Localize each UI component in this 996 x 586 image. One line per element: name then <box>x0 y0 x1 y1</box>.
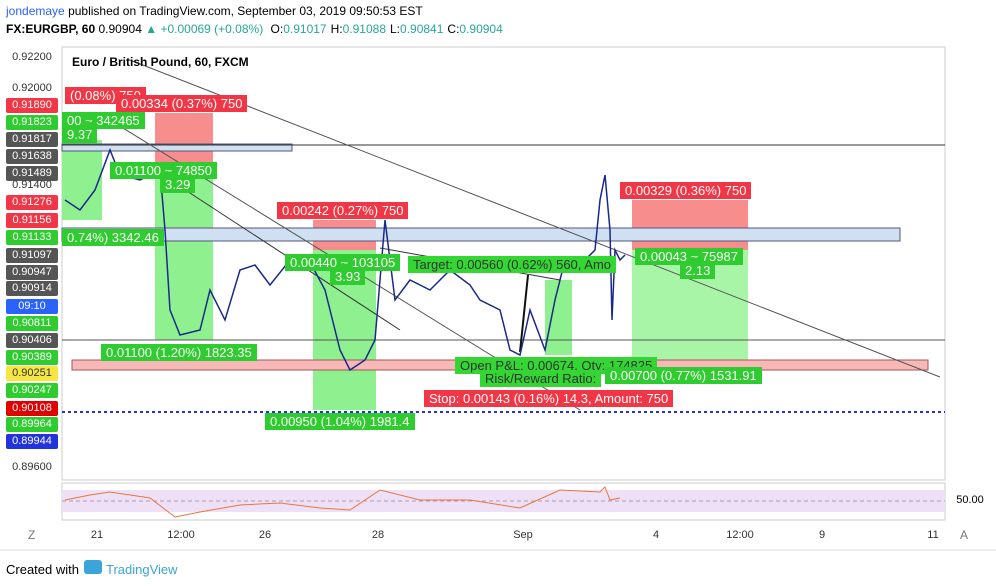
price-label: 0.91276 <box>6 195 58 210</box>
brand-logo <box>84 560 102 574</box>
annotation: 0.00043 ~ 75987 <box>635 248 743 265</box>
rsi-label: 50.00 <box>956 494 984 506</box>
author[interactable]: jondemaye <box>6 4 65 18</box>
price: 0.90904 <box>98 22 142 36</box>
price-label: 0.91823 <box>6 115 58 130</box>
published: published on TradingView.com, September … <box>68 4 423 18</box>
price-label: 0.90914 <box>6 281 58 296</box>
annotation: 9.37 <box>62 126 98 143</box>
ohlc: O:0.91017 H:0.91088 L:0.90841 C:0.90904 <box>267 22 503 36</box>
annotation: 3.93 <box>330 268 366 285</box>
price-label: 0.89944 <box>6 434 58 449</box>
time-label: Sep <box>513 529 533 541</box>
annotation: Risk/Reward Ratio: <box>480 370 602 387</box>
auto-button[interactable]: A <box>960 528 969 542</box>
footer-created: Created with <box>6 562 79 577</box>
price-label: 0.90251 <box>6 366 58 381</box>
risk-zone <box>155 113 213 170</box>
ohlc-label: H: <box>330 22 343 36</box>
price-label: 0.91817 <box>6 132 58 147</box>
risk-zone <box>632 200 748 250</box>
price-label: 0.91156 <box>6 213 58 228</box>
zone-box <box>61 143 293 152</box>
time-label: 12:00 <box>726 529 754 541</box>
time-label: 21 <box>90 529 104 541</box>
annotation: 3.29 <box>160 176 196 193</box>
annotation: 0.00242 (0.27%) 750 <box>277 202 409 219</box>
time-label: 28 <box>371 529 385 541</box>
price-label: 0.90108 <box>6 401 58 416</box>
price-label: 0.91097 <box>6 248 58 263</box>
symbol: FX:EURGBP, 60 <box>6 22 96 36</box>
price-label: 0.90247 <box>6 383 58 398</box>
annotation: 0.00950 (1.04%) 1981.4 <box>265 413 415 430</box>
reward-zone <box>545 280 572 355</box>
symbol-line: FX:EURGBP, 60 0.90904 ▲ +0.00069 (+0.08%… <box>6 22 503 36</box>
price-label: 0.91133 <box>6 230 58 245</box>
annotation: Target: 0.00560 (0.62%) 560, Amo <box>408 256 617 273</box>
annotation: 0.00440 ~ 103105 <box>285 254 401 271</box>
time-label: 11 <box>927 529 939 541</box>
annotation: 2.13 <box>680 262 716 279</box>
price-label: 0.92000 <box>12 82 52 94</box>
price-label: 0.91489 <box>6 166 58 181</box>
header-line: jondemaye published on TradingView.com, … <box>6 4 423 18</box>
time-label: 12:00 <box>167 529 195 541</box>
arrow <box>519 274 529 353</box>
price-label: 0.90811 <box>6 316 58 331</box>
price-label: 0.90406 <box>6 333 58 348</box>
ohlc-label: C: <box>447 22 460 36</box>
ohlc-value: 0.90904 <box>459 22 503 36</box>
price-label: 0.91400 <box>12 179 52 191</box>
ohlc-value: 0.91088 <box>342 22 386 36</box>
annotation: Stop: 0.00143 (0.16%) 14.3, Amount: 750 <box>424 390 674 407</box>
change: +0.00069 (+0.08%) <box>160 22 264 36</box>
ohlc-value: 0.90841 <box>400 22 444 36</box>
trend-line <box>129 59 941 378</box>
price-label: 0.90389 <box>6 350 58 365</box>
change-arrow: ▲ <box>145 22 158 36</box>
price-label: 0.89964 <box>6 417 58 432</box>
zone-box <box>61 227 901 242</box>
price-label: 09:10 <box>6 299 58 314</box>
price-label: 0.91638 <box>6 149 58 164</box>
time-label: 9 <box>818 529 826 541</box>
annotation: 0.74%) 3342.46 <box>62 229 164 246</box>
annotation: 0.01100 ~ 74850 <box>110 162 217 179</box>
rsi-line <box>64 486 621 518</box>
price-label: 0.91890 <box>6 98 58 113</box>
ohlc-value: 0.91017 <box>283 22 327 36</box>
annotation: 0.00334 (0.37%) 750 <box>116 95 248 112</box>
chart-title: Euro / British Pound, 60, FXCM <box>72 55 249 69</box>
zoom-button[interactable]: Z <box>28 528 36 542</box>
time-label: 26 <box>258 529 272 541</box>
footer-brand[interactable]: TradingView <box>106 562 178 577</box>
ohlc-label: O: <box>270 22 284 36</box>
price-label: 0.90947 <box>6 265 58 280</box>
annotation: 0.01100 (1.20%) 1823.35 <box>101 344 257 361</box>
time-label: 4 <box>652 529 660 541</box>
ohlc-label: L: <box>390 22 401 36</box>
price-label: 0.89600 <box>12 461 52 473</box>
price-label: 0.92200 <box>12 51 52 63</box>
reward-zone <box>155 170 213 340</box>
annotation: 0.00700 (0.77%) 1531.91 <box>605 367 762 384</box>
annotation: 00 ~ 342465 <box>62 112 145 129</box>
annotation: 0.00329 (0.36%) 750 <box>620 182 752 199</box>
